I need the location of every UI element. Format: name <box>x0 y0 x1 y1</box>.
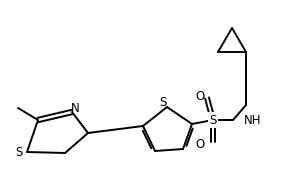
Text: O: O <box>195 138 205 151</box>
Text: N: N <box>70 101 79 114</box>
Text: O: O <box>195 90 205 103</box>
Text: S: S <box>159 96 167 108</box>
Text: NH: NH <box>244 113 261 126</box>
Text: S: S <box>15 146 23 159</box>
Text: S: S <box>209 113 217 126</box>
